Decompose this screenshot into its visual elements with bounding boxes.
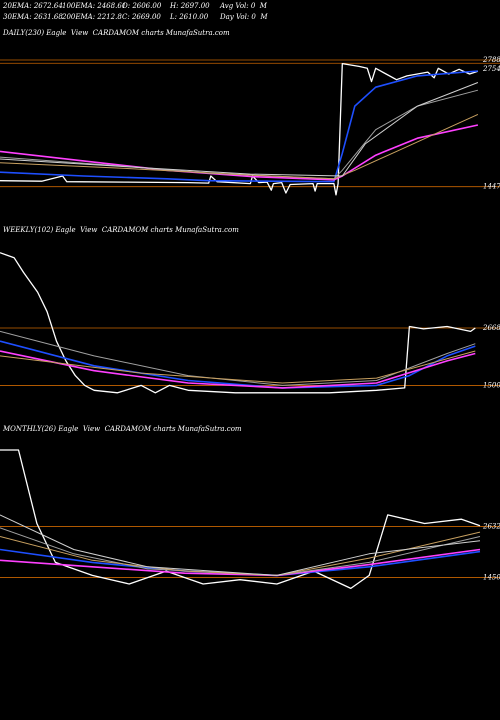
- weekly-series-ema200: [0, 350, 476, 384]
- header-high: H: 2697.00: [170, 2, 210, 10]
- weekly-series-price: [0, 252, 476, 394]
- monthly-series-price: [0, 449, 481, 590]
- weekly-series-ema30: [0, 350, 476, 389]
- daily-series-price: [0, 62, 479, 196]
- monthly-panel: 2632 1450: [0, 449, 500, 590]
- header-low: L: 2610.00: [170, 13, 209, 21]
- monthly-series-ema200: [0, 531, 481, 576]
- daily-series-ema20: [0, 70, 478, 183]
- header-avg-vol: Avg Vol: 0 M: [220, 2, 267, 10]
- header-30ema: 30EMA: 2631.68: [3, 13, 63, 21]
- monthly-price-label-0: 2632: [482, 522, 500, 530]
- header-open: O: 2606.00: [122, 2, 162, 10]
- header-100ema: 100EMA: 2468.61: [62, 2, 127, 10]
- weekly-series-ema100: [0, 330, 476, 386]
- daily-price-label-1: 2754: [482, 65, 500, 73]
- header-close: C: 2669.00: [122, 13, 161, 21]
- daily-series-ema200: [0, 113, 479, 180]
- weekly-series-ema20: [0, 340, 476, 389]
- daily-price-label-0: 2788: [482, 56, 500, 64]
- monthly-series-ema30: [0, 548, 481, 577]
- daily-panel-title: DAILY(230) Eagle View CARDAMOM charts Mu…: [3, 29, 230, 37]
- weekly-panel-title: WEEKLY(102) Eagle View CARDAMOM charts M…: [3, 226, 239, 234]
- weekly-panel: 2668 1500: [0, 252, 500, 394]
- weekly-price-label-0: 2668: [482, 324, 500, 332]
- daily-series-ema30: [0, 124, 479, 181]
- daily-series-ema_extra: [0, 82, 479, 177]
- header-200ema: 200EMA: 2212.8: [62, 13, 122, 21]
- weekly-price-label-1: 1500: [483, 381, 500, 389]
- header-day-vol: Day Vol: 0 M: [220, 13, 268, 21]
- monthly-panel-title: MONTHLY(26) Eagle View CARDAMOM charts M…: [3, 425, 242, 433]
- monthly-price-label-1: 1450: [483, 574, 500, 582]
- header-20ema: 20EMA: 2672.64: [3, 2, 63, 10]
- daily-price-label-2: 1447: [483, 183, 500, 191]
- monthly-series-ema_extra: [0, 514, 481, 576]
